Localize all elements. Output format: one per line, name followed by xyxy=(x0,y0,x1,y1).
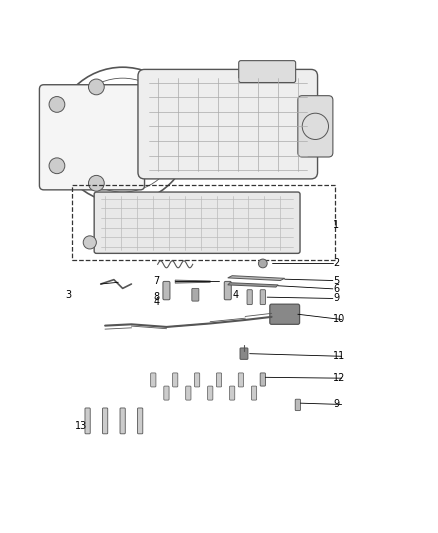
Text: 5: 5 xyxy=(333,276,339,286)
Polygon shape xyxy=(228,276,285,280)
Text: 9: 9 xyxy=(333,293,339,303)
Circle shape xyxy=(49,96,65,112)
FancyBboxPatch shape xyxy=(295,399,300,410)
Polygon shape xyxy=(175,280,210,283)
FancyBboxPatch shape xyxy=(173,373,178,387)
Circle shape xyxy=(88,79,104,95)
Circle shape xyxy=(88,175,104,191)
Circle shape xyxy=(49,158,65,174)
FancyBboxPatch shape xyxy=(230,386,235,400)
FancyBboxPatch shape xyxy=(120,408,125,434)
FancyBboxPatch shape xyxy=(192,288,199,301)
Text: 12: 12 xyxy=(333,373,345,383)
Text: 7: 7 xyxy=(153,277,159,286)
Circle shape xyxy=(258,259,267,268)
FancyBboxPatch shape xyxy=(138,69,318,179)
FancyBboxPatch shape xyxy=(216,373,222,387)
Text: 1: 1 xyxy=(333,220,339,230)
FancyBboxPatch shape xyxy=(238,373,244,387)
Text: 9: 9 xyxy=(333,399,339,409)
FancyBboxPatch shape xyxy=(39,85,145,190)
FancyBboxPatch shape xyxy=(260,290,265,304)
Text: 4: 4 xyxy=(153,296,159,306)
FancyBboxPatch shape xyxy=(94,192,300,253)
Circle shape xyxy=(83,236,96,249)
FancyBboxPatch shape xyxy=(251,386,257,400)
FancyBboxPatch shape xyxy=(164,386,169,400)
Text: 11: 11 xyxy=(333,351,345,361)
FancyBboxPatch shape xyxy=(163,281,170,300)
FancyBboxPatch shape xyxy=(240,348,248,359)
Text: 13: 13 xyxy=(74,422,87,431)
FancyBboxPatch shape xyxy=(85,408,90,434)
Text: 3: 3 xyxy=(66,290,72,300)
Text: 2: 2 xyxy=(333,259,339,269)
FancyBboxPatch shape xyxy=(247,290,252,304)
Text: 10: 10 xyxy=(333,314,345,325)
FancyBboxPatch shape xyxy=(138,408,143,434)
FancyBboxPatch shape xyxy=(194,373,200,387)
FancyBboxPatch shape xyxy=(298,96,333,157)
FancyBboxPatch shape xyxy=(102,408,108,434)
Text: 8: 8 xyxy=(153,292,159,302)
Polygon shape xyxy=(228,282,278,287)
FancyBboxPatch shape xyxy=(260,373,265,386)
FancyBboxPatch shape xyxy=(186,386,191,400)
FancyBboxPatch shape xyxy=(224,281,231,300)
FancyBboxPatch shape xyxy=(208,386,213,400)
Text: 6: 6 xyxy=(333,284,339,294)
FancyBboxPatch shape xyxy=(270,304,300,324)
FancyBboxPatch shape xyxy=(239,61,296,83)
Text: 4: 4 xyxy=(232,290,238,300)
FancyBboxPatch shape xyxy=(151,373,156,387)
